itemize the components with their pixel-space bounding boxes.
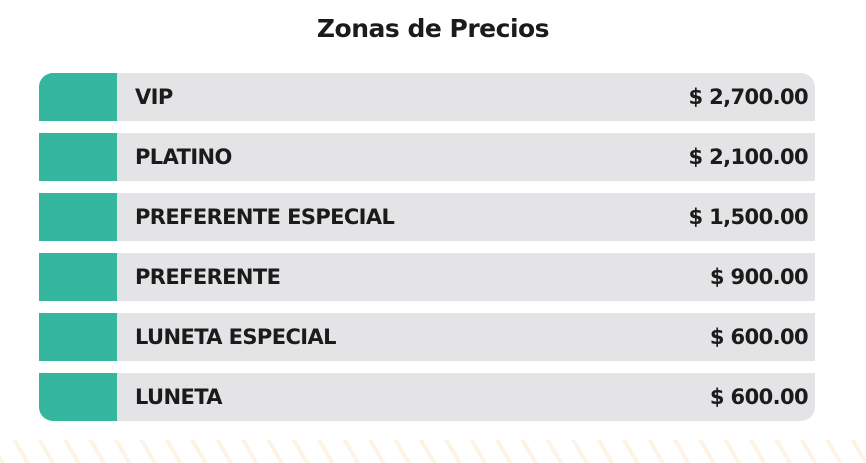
price-row: LUNETA $ 600.00 (39, 373, 815, 421)
price-row: PLATINO $ 2,100.00 (39, 133, 815, 181)
decoration (0, 440, 866, 463)
zone-name: PREFERENTE (135, 265, 281, 289)
zone-price: $ 600.00 (709, 385, 809, 409)
price-row: VIP $ 2,700.00 (39, 73, 815, 121)
zone-price: $ 2,700.00 (688, 85, 808, 109)
zone-color (39, 133, 117, 181)
price-row: LUNETA ESPECIAL $ 600.00 (39, 313, 815, 361)
zone-price: $ 600.00 (709, 325, 809, 349)
zone-color (39, 253, 117, 301)
zone-color (39, 373, 117, 421)
zone-price: $ 900.00 (709, 265, 809, 289)
zone-color (39, 313, 117, 361)
zone-color (39, 73, 117, 121)
zone-name: LUNETA ESPECIAL (135, 325, 337, 349)
title: Zonas de Precios (316, 14, 550, 43)
zone-price: $ 2,100.00 (688, 145, 808, 169)
price-row: PREFERENTE ESPECIAL $ 1,500.00 (39, 193, 815, 241)
price-table: VIP $ 2,700.00 PLATINO $ 2,100.00 PREFERENTE… (39, 73, 815, 421)
zone-color (39, 193, 117, 241)
zone-name: LUNETA (135, 385, 223, 409)
price-row: PREFERENTE $ 900.00 (39, 253, 815, 301)
zone-price: $ 1,500.00 (688, 205, 808, 229)
zone-name: PLATINO (135, 145, 232, 169)
zone-name: PREFERENTE ESPECIAL (135, 205, 395, 229)
zone-name: VIP (135, 85, 173, 109)
